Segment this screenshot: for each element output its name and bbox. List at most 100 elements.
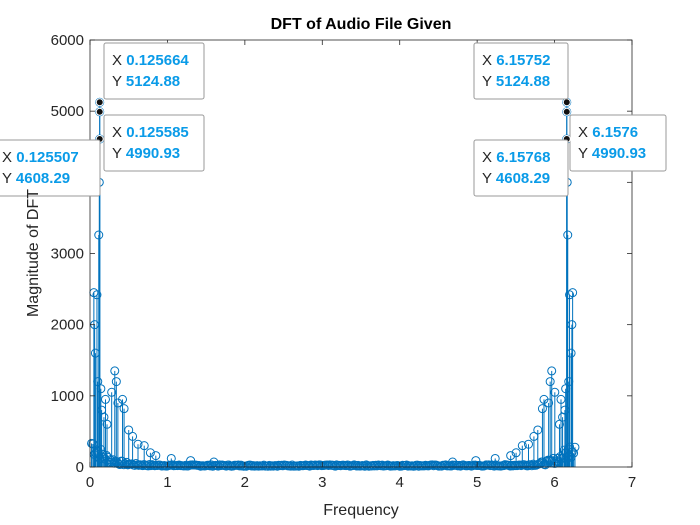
stem-marker (523, 439, 533, 449)
datatip[interactable]: X 6.1576 Y 4990.93 (562, 107, 667, 172)
datatip-x-label: X (2, 149, 16, 166)
datatip[interactable]: X 0.125664 Y 5124.88 (95, 42, 205, 107)
x-axis-label: Frequency (323, 502, 399, 519)
stem-marker (529, 431, 539, 441)
datatip-y-label: Y (112, 145, 126, 162)
datatip-y-row: Y 4608.29 (482, 170, 550, 187)
x-tick-label: 7 (628, 474, 636, 491)
y-tick-label: 0 (76, 459, 84, 476)
datatip-y-label: Y (482, 73, 496, 90)
stem-marker (88, 439, 98, 449)
chart-title: DFT of Audio File Given (271, 16, 452, 33)
datatip-marker[interactable] (562, 107, 571, 116)
datatip-x-value: 6.15752 (496, 52, 550, 69)
datatip-x-value: 0.125585 (126, 124, 189, 141)
x-tick-label: 5 (473, 474, 481, 491)
stem-marker (569, 448, 579, 458)
y-tick-label: 3000 (51, 246, 84, 263)
datatip-x-value: 6.15768 (496, 149, 550, 166)
stem-marker (556, 394, 566, 404)
stem-marker (517, 441, 527, 451)
stem-marker (133, 439, 143, 449)
stem-marker (111, 377, 121, 387)
stem-marker (537, 404, 547, 414)
datatip-y-value: 4990.93 (126, 145, 180, 162)
datatip-y-label: Y (578, 145, 592, 162)
datatip-marker[interactable] (95, 107, 104, 116)
datatip-y-row: Y 4990.93 (112, 145, 180, 162)
datatip-x-label: X (482, 149, 496, 166)
stem-marker (145, 448, 155, 458)
stem-marker (506, 451, 516, 461)
stem-marker (568, 288, 578, 298)
x-tick-label: 6 (550, 474, 558, 491)
x-tick-label: 3 (318, 474, 326, 491)
datatip-box[interactable] (473, 42, 569, 100)
x-tick-label: 4 (396, 474, 404, 491)
datatip-y-row: Y 5124.88 (112, 73, 180, 90)
stem-marker (110, 366, 120, 376)
datatip-x-row: X 0.125585 (112, 124, 189, 141)
stem-marker (554, 419, 564, 429)
datatip-box[interactable] (103, 114, 205, 172)
datatip-x-row: X 6.1576 (578, 124, 638, 141)
datatip-x-value: 0.125507 (16, 149, 79, 166)
stem-marker (567, 447, 577, 457)
datatip-y-row: Y 4608.29 (2, 170, 70, 187)
stem-marker (561, 384, 571, 394)
datatip-y-value: 4608.29 (16, 170, 70, 187)
stem-marker (565, 442, 575, 452)
datatip-y-label: Y (482, 170, 496, 187)
stem-marker (92, 290, 102, 300)
stem-marker (533, 425, 543, 435)
y-tick-label: 1000 (51, 388, 84, 405)
stem-marker (570, 442, 580, 452)
datatip-x-label: X (482, 52, 496, 69)
datatip-y-value: 4990.93 (592, 145, 646, 162)
datatip-box[interactable] (569, 114, 667, 172)
stem-marker (139, 441, 149, 451)
stem-marker (563, 230, 573, 240)
x-tick-label: 2 (241, 474, 249, 491)
datatip-y-row: Y 5124.88 (482, 73, 550, 90)
plot-area (90, 40, 632, 467)
y-tick-label: 2000 (51, 317, 84, 334)
datatip-y-value: 5124.88 (126, 73, 180, 90)
y-axis-label: Magnitude of DFT (25, 189, 42, 317)
datatip-x-label: X (112, 124, 126, 141)
stem-marker (119, 404, 129, 414)
stem-marker (107, 387, 117, 397)
datatip-box[interactable] (0, 139, 101, 197)
datatip-marker[interactable] (95, 98, 104, 107)
stem-marker (511, 448, 521, 458)
datatip-x-row: X 6.15752 (482, 52, 550, 69)
stem-marker (565, 290, 575, 300)
datatip-y-value: 5124.88 (496, 73, 550, 90)
datatip-marker[interactable] (562, 98, 571, 107)
stem-marker (96, 384, 106, 394)
stem-marker (94, 230, 104, 240)
datatip-x-row: X 0.125664 (112, 52, 189, 69)
stem-marker (550, 387, 560, 397)
datatip-x-label: X (112, 52, 126, 69)
stem-marker (102, 419, 112, 429)
stem-marker (545, 377, 555, 387)
datatip-y-value: 4608.29 (496, 170, 550, 187)
stem-marker (539, 394, 549, 404)
datatip-y-row: Y 4990.93 (578, 145, 646, 162)
datatip-x-label: X (578, 124, 592, 141)
x-tick-label: 1 (163, 474, 171, 491)
datatip-box[interactable] (103, 42, 205, 100)
stem-marker (128, 431, 138, 441)
y-tick-label: 5000 (51, 103, 84, 120)
datatip-x-row: X 0.125507 (2, 149, 79, 166)
datatip-box[interactable] (473, 139, 569, 197)
datatip-y-label: Y (2, 170, 16, 187)
datatip-x-row: X 6.15768 (482, 149, 550, 166)
